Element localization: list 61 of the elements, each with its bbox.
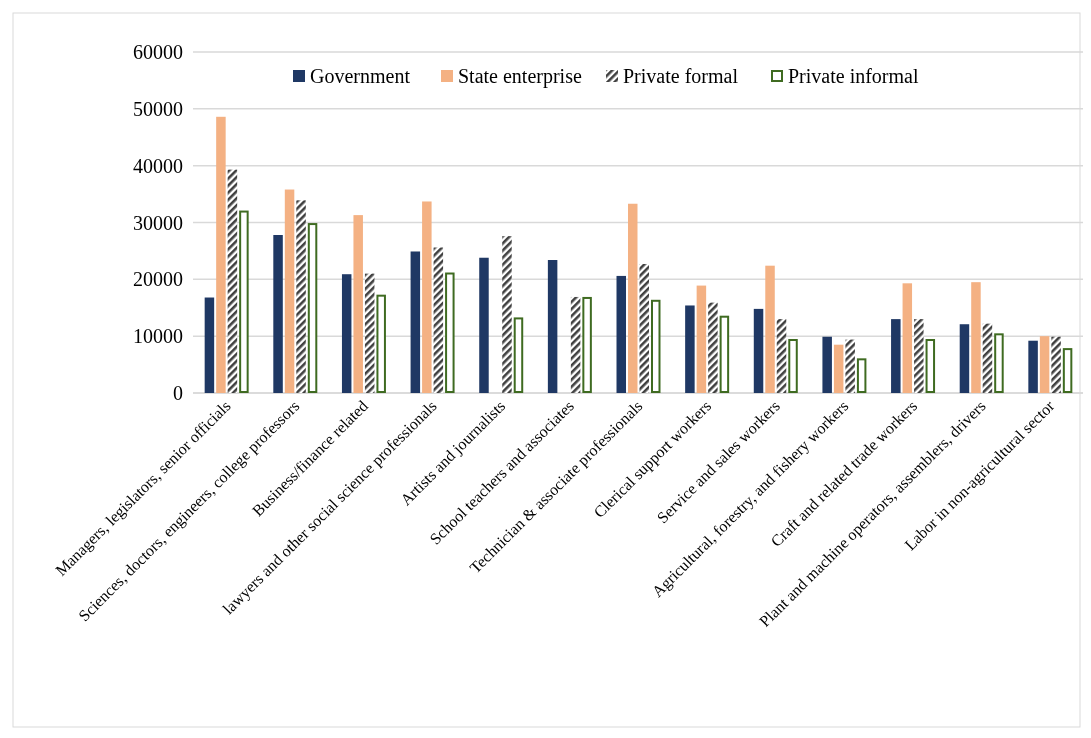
bar [216, 116, 226, 393]
legend-label: Private informal [788, 65, 919, 87]
bar [582, 296, 592, 393]
bar [513, 317, 524, 393]
bar [994, 333, 1004, 393]
bar [1051, 336, 1061, 393]
bar [685, 305, 695, 393]
bar [1062, 348, 1073, 393]
bar [479, 257, 489, 393]
bar [376, 294, 386, 393]
y-tick-label: 30000 [133, 211, 183, 234]
y-tick-label: 10000 [133, 325, 183, 348]
y-tick-label: 20000 [133, 268, 183, 291]
bar [788, 339, 798, 393]
bar [833, 344, 844, 393]
bar [708, 302, 718, 393]
bar [422, 201, 432, 393]
bar [1028, 340, 1038, 393]
bar [982, 323, 993, 393]
bar [433, 247, 444, 393]
bar [902, 283, 913, 393]
bar [616, 275, 626, 393]
bar [502, 236, 512, 393]
bar [651, 299, 661, 393]
bar [753, 308, 764, 393]
bar [204, 297, 215, 393]
y-tick-label: 40000 [133, 154, 183, 177]
bar [445, 272, 455, 393]
bar [341, 274, 352, 393]
bar [307, 223, 318, 393]
bar [364, 273, 375, 393]
bar [959, 324, 970, 393]
bar [845, 339, 855, 393]
bar [696, 285, 707, 393]
bar [925, 339, 936, 393]
bar [914, 319, 924, 393]
y-tick-label: 0 [173, 382, 183, 404]
bar [719, 315, 730, 393]
bar [570, 296, 581, 393]
bar [239, 210, 249, 393]
bar [353, 215, 363, 393]
bar [227, 169, 238, 393]
legend-label: Government [310, 65, 411, 87]
bar [822, 336, 832, 393]
bar [856, 358, 867, 393]
bar [1039, 336, 1050, 393]
y-tick-label: 50000 [133, 97, 183, 120]
bar [547, 260, 558, 393]
legend-label: State enterprise [458, 65, 582, 88]
bar [284, 189, 295, 393]
y-tick-label: 60000 [133, 41, 183, 63]
bar [296, 200, 306, 393]
bar [639, 263, 649, 393]
bar [410, 251, 421, 393]
bar [971, 282, 981, 393]
bar [628, 203, 638, 393]
legend-label: Private formal [623, 65, 739, 87]
bar [273, 235, 283, 393]
bar [765, 265, 775, 393]
bar [776, 319, 787, 393]
bar [891, 319, 901, 393]
